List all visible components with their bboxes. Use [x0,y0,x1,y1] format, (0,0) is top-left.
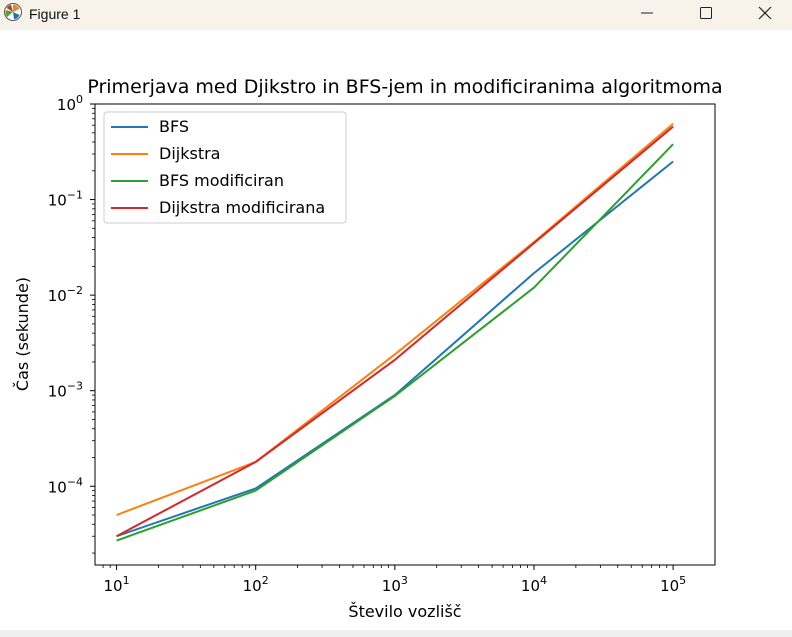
minimize-button[interactable] [624,0,670,26]
y-axis: 10−4 10−3 10−2 10−1 100 [48,93,95,496]
x-axis-label: Število vozlišč [348,602,461,621]
window-title: Figure 1 [29,6,81,22]
x-tick-label: 102 [243,574,269,595]
matplotlib-icon [4,3,22,21]
maximize-icon [700,7,712,19]
series-line [116,125,674,538]
chart-title: Primerjava med Djikstro in BFS-jem in mo… [87,76,722,98]
y-tick-label: 10−2 [48,284,83,305]
legend-label: Dijkstra modificirana [159,198,325,217]
series-line [116,143,674,542]
y-tick-label: 100 [57,93,83,114]
legend-label: BFS modificiran [159,171,284,190]
series-line [116,123,674,516]
y-tick-label: 10−1 [48,189,83,210]
figure-canvas: Primerjava med Djikstro in BFS-jem in mo… [0,30,792,630]
legend: BFS Dijkstra BFS modificiran Dijkstra modif… [103,111,347,224]
x-minor-ticks [102,565,668,568]
y-tick-label: 10−4 [48,475,83,496]
x-tick-label: 101 [104,574,130,595]
close-button[interactable] [742,0,788,26]
y-minor-ticks [92,107,95,554]
line-chart: Primerjava med Djikstro in BFS-jem in mo… [13,76,723,621]
legend-label: BFS [159,117,189,136]
maximize-button[interactable] [683,0,729,26]
x-tick-label: 104 [521,574,547,595]
y-tick-label: 10−3 [48,380,83,401]
y-axis-label: Čas (sekunde) [13,277,32,391]
x-axis: 101 102 103 104 105 [104,565,686,595]
close-icon [758,6,772,20]
status-bar [0,630,792,637]
legend-box [103,111,347,224]
minimize-icon [641,12,653,14]
window-titlebar: Figure 1 [0,0,792,30]
series-lines [116,123,674,542]
x-tick-label: 103 [382,574,408,595]
x-tick-label: 105 [660,574,686,595]
legend-label: Dijkstra [159,144,220,163]
